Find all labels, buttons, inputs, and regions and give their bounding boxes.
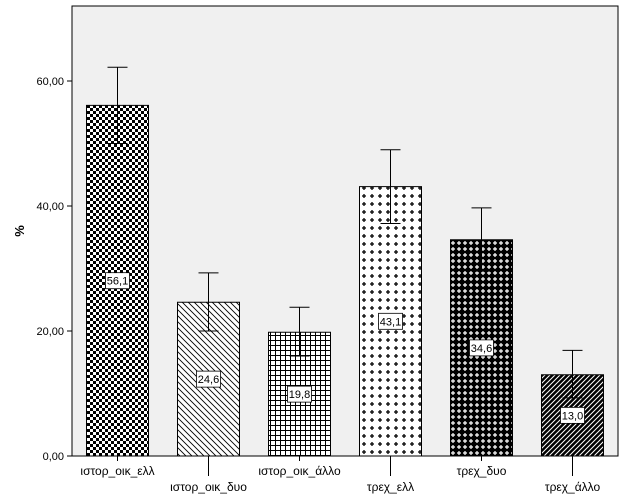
x-tick-label: τρεχ_άλλο bbox=[545, 480, 601, 494]
plot-area bbox=[71, 5, 619, 457]
value-label: 56,1 bbox=[107, 276, 128, 288]
y-tick-label: 60,00 bbox=[36, 76, 64, 88]
x-tick-label: τρεχ_ελλ bbox=[367, 480, 414, 494]
x-tick-label: ιστορ_οικ_δυο bbox=[170, 480, 247, 494]
y-axis: 0,00 20,00 40,00 60,00 bbox=[36, 76, 72, 463]
value-label: 34,6 bbox=[471, 343, 492, 355]
y-axis-title: % bbox=[12, 225, 27, 237]
y-tick-label: 40,00 bbox=[36, 201, 64, 213]
x-tick-label: ιστορ_οικ_άλλο bbox=[258, 464, 341, 478]
value-label: 43,1 bbox=[380, 316, 401, 328]
value-label-box bbox=[196, 370, 221, 388]
value-label-box bbox=[469, 339, 494, 357]
bars: 56,1 24,6 19,8 43,1 34,6 13,0 bbox=[86, 66, 604, 457]
y-tick-label: 0,00 bbox=[43, 451, 64, 463]
value-label-box bbox=[105, 272, 130, 290]
y-tick-label: 20,00 bbox=[36, 326, 64, 338]
value-label-box bbox=[378, 312, 403, 330]
value-label-box bbox=[287, 385, 312, 403]
value-label: 24,6 bbox=[198, 374, 219, 386]
value-label: 19,8 bbox=[289, 389, 310, 401]
value-label: 13,0 bbox=[562, 410, 583, 422]
x-axis: ιστορ_οικ_ελλ ιστορ_οικ_δυο ιστορ_οικ_άλλο… bbox=[80, 456, 600, 494]
x-tick-label: τρεχ_δυο bbox=[457, 464, 507, 478]
value-label-box bbox=[560, 406, 585, 424]
x-tick-label: ιστορ_οικ_ελλ bbox=[80, 464, 154, 478]
